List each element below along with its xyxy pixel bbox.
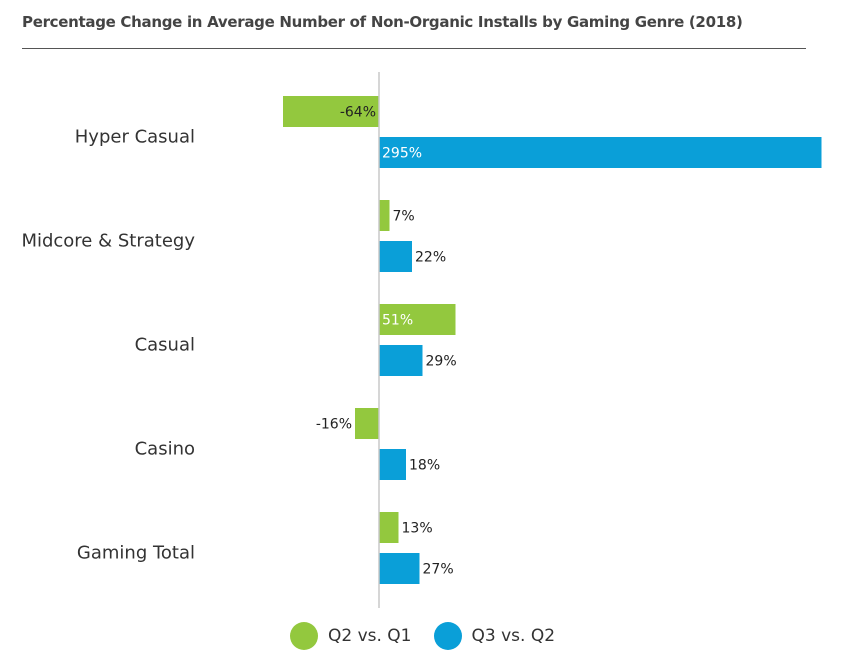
data-label-midcore-strategy-series-2: 22% xyxy=(415,250,446,266)
data-label-gaming-total-series-1: 13% xyxy=(402,521,433,537)
bar-hyper-casual-series-1 xyxy=(283,96,379,127)
data-label-casino-series-2: 18% xyxy=(409,458,440,474)
data-label-hyper-casual-series-1: -64% xyxy=(340,105,376,121)
category-label-casual: Casual xyxy=(135,335,195,356)
data-label-midcore-strategy-series-1: 7% xyxy=(393,209,415,225)
data-label-casual-series-2: 29% xyxy=(426,354,457,370)
bar-chart: Hyper Casual -64% 295% Midcore & Strategy 7%… xyxy=(21,72,822,608)
data-label-casual-series-1: 51% xyxy=(382,313,413,329)
data-label-hyper-casual-series-2: 295% xyxy=(382,146,422,162)
legend-item-q2: Q2 vs. Q1 xyxy=(289,622,412,650)
bar-casino-series-2 xyxy=(379,449,406,480)
chart-title: Percentage Change in Average Number of N… xyxy=(22,13,743,31)
bar-gaming-total-series-1 xyxy=(379,512,399,543)
data-label-gaming-total-series-2: 27% xyxy=(423,562,454,578)
bar-casual-series-1 xyxy=(379,304,456,335)
data-label-casino-series-1: -16% xyxy=(316,417,352,433)
legend-item-q3: Q3 vs. Q2 xyxy=(433,622,556,650)
bar-midcore-strategy-series-1 xyxy=(379,200,390,231)
bar-casual-series-2 xyxy=(379,345,423,376)
bar-hyper-casual-series-2 xyxy=(379,137,822,168)
category-label-gaming-total: Gaming Total xyxy=(77,543,195,564)
legend-swatch-q2 xyxy=(289,622,318,650)
legend-swatch-q3 xyxy=(433,622,462,650)
bar-casino-series-1 xyxy=(355,408,379,439)
category-label-midcore-strategy: Midcore & Strategy xyxy=(21,231,195,252)
legend-label-q3: Q3 vs. Q2 xyxy=(471,626,556,646)
category-label-casino: Casino xyxy=(135,439,195,460)
title-divider xyxy=(22,48,806,49)
legend-label-q2: Q2 vs. Q1 xyxy=(327,626,412,646)
bar-midcore-strategy-series-2 xyxy=(379,241,412,272)
category-label-hyper-casual: Hyper Casual xyxy=(75,127,195,148)
bar-gaming-total-series-2 xyxy=(379,553,420,584)
legend: Q2 vs. Q1 Q3 vs. Q2 xyxy=(0,622,845,650)
